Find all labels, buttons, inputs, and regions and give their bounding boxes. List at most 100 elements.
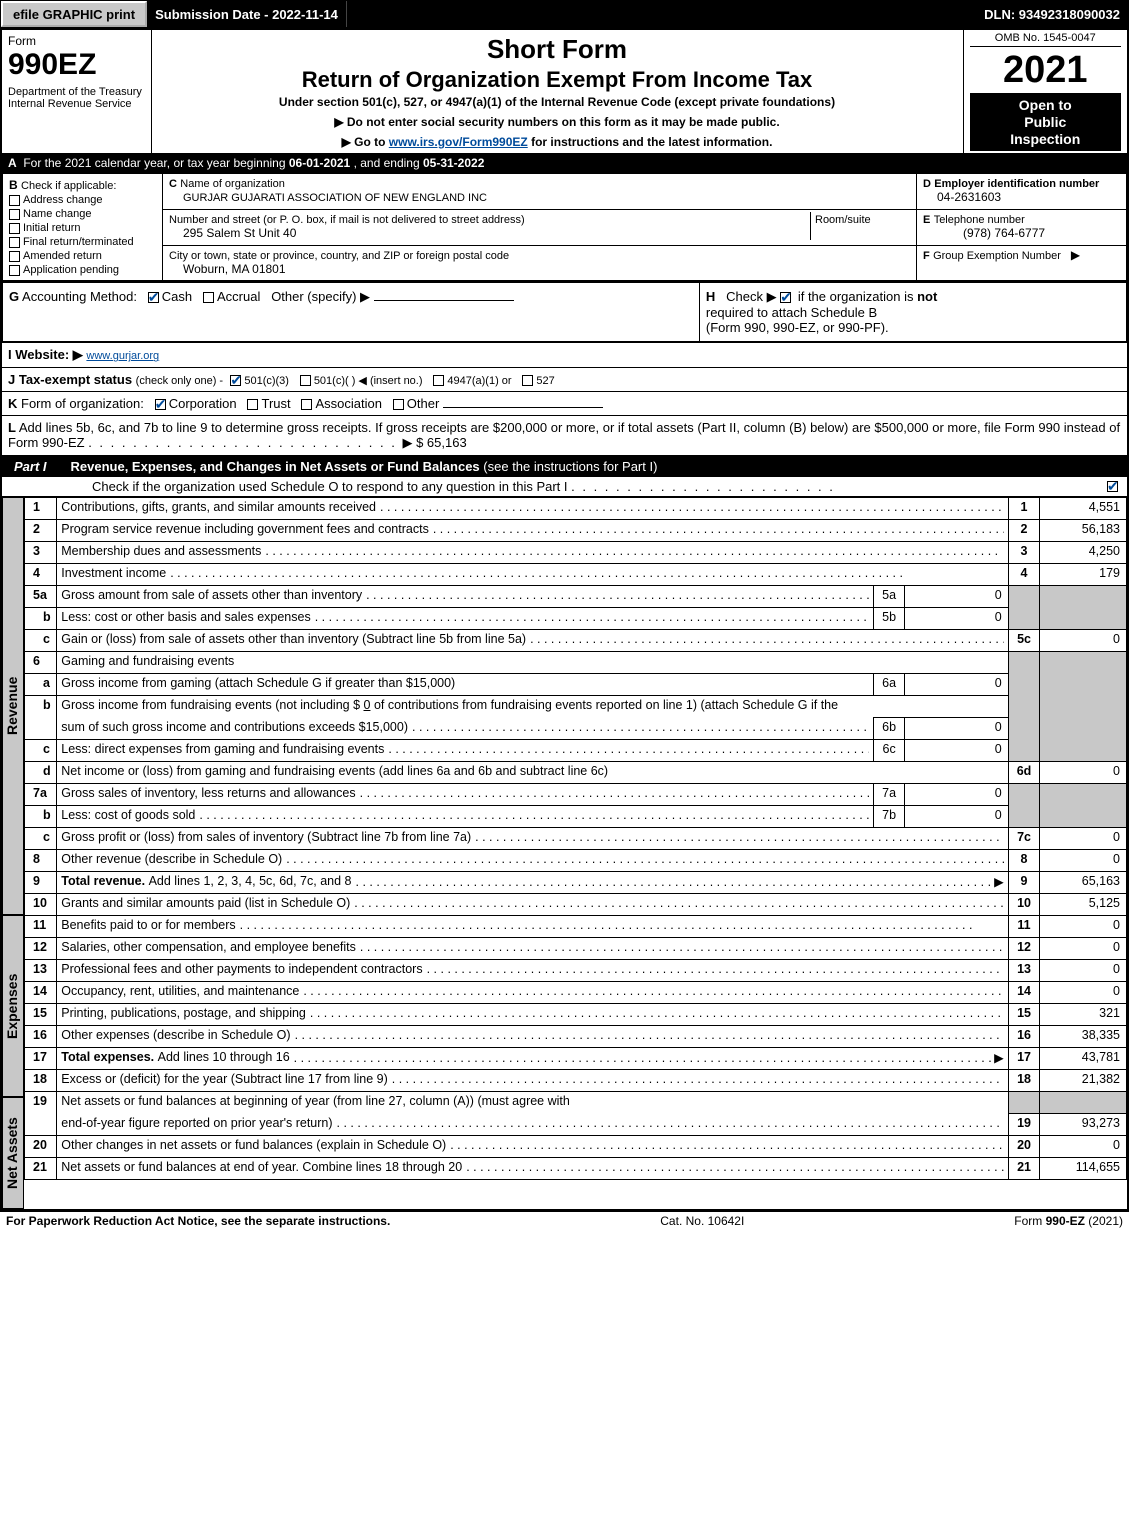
label-l: L [8,420,16,435]
footer-cat-no: Cat. No. 10642I [660,1214,744,1228]
line-13-desc: Professional fees and other payments to … [61,962,422,976]
line-20: 20 Other changes in net assets or fund b… [25,1136,1127,1158]
checkbox-527[interactable] [522,375,533,386]
line-6a-subval: 0 [905,674,1008,696]
checkbox-trust[interactable] [247,399,258,410]
opt-trust: Trust [261,396,290,411]
title-short-form: Short Form [162,34,953,65]
checkbox-other-org[interactable] [393,399,404,410]
line-13-rbox: 13 [1008,960,1040,982]
title-return-exempt: Return of Organization Exempt From Incom… [162,67,953,93]
label-i: I [8,347,12,362]
line-7a-desc: Gross sales of inventory, less returns a… [61,786,355,800]
line-9-desc2: Add lines 1, 2, 3, 4, 5c, 6d, 7c, and 8 [149,874,352,889]
row-j-title: Tax-exempt status [19,372,132,387]
line-6c-desc: Less: direct expenses from gaming and fu… [61,742,384,756]
checkbox-application-pending[interactable] [9,265,20,276]
line-10-rbox: 10 [1008,894,1040,916]
checkbox-address-change[interactable] [9,195,20,206]
line-1-num: 1 [25,498,57,520]
checkbox-amended-return[interactable] [9,251,20,262]
checkbox-501c[interactable] [300,375,311,386]
line-6b-amount: 0 [364,698,371,712]
line-7b-box: 7b [873,806,904,828]
line-6d-rbox: 6d [1008,762,1040,784]
line-21-rbox: 21 [1008,1158,1040,1180]
line-9-desc: Total revenue. [61,874,145,889]
checkbox-initial-return[interactable] [9,223,20,234]
row-g-title: Accounting Method: [22,289,137,304]
line-6b-subval: 0 [905,718,1008,740]
checkbox-501c3[interactable] [230,375,241,386]
box-d-cell: D Employer identification number 04-2631… [917,174,1127,210]
checkbox-4947[interactable] [433,375,444,386]
dept-treasury: Department of the Treasury [8,86,145,98]
efile-print-button[interactable]: efile GRAPHIC print [1,1,147,27]
label-g: G [9,289,19,304]
checkbox-name-change[interactable] [9,209,20,220]
org-info-block: B Check if applicable: Address change Na… [2,173,1127,281]
line-11: 11 Benefits paid to or for members 11 0 [25,916,1127,938]
line-7c: c Gross profit or (loss) from sales of i… [25,828,1127,850]
label-j: J [8,372,15,387]
top-bar: efile GRAPHIC print Submission Date - 20… [0,0,1129,28]
line-21: 21 Net assets or fund balances at end of… [25,1158,1127,1180]
line-7a-box: 7a [873,784,904,806]
line-5b-box: 5b [873,608,904,630]
row-h-text1: Check ▶ [726,289,776,304]
row-l-arrow: ▶ [402,435,412,450]
row-a-pre: For the 2021 calendar year, or tax year … [23,156,289,170]
checkbox-association[interactable] [301,399,312,410]
box-e-title: Telephone number [934,214,1025,226]
checkbox-cash[interactable] [148,292,159,303]
checkbox-schedule-b-not-required[interactable] [780,292,791,303]
header-bullet-1: ▶ Do not enter social security numbers o… [162,115,953,129]
line-19-lower: end-of-year figure reported on prior yea… [25,1114,1127,1136]
checkbox-schedule-o-part-i[interactable] [1107,481,1118,492]
line-21-value: 114,655 [1040,1158,1127,1180]
opt-amended-return: Amended return [23,250,102,262]
opt-cash: Cash [162,289,192,304]
line-6d: d Net income or (loss) from gaming and f… [25,762,1127,784]
box-c-street-title: Number and street (or P. O. box, if mail… [169,214,525,226]
line-6a: a Gross income from gaming (attach Sched… [25,674,1127,696]
line-17-desc2: Add lines 10 through 16 [158,1050,290,1065]
opt-501c: 501(c)( ) ◀ (insert no.) [314,375,423,387]
omb-number: OMB No. 1545-0047 [970,32,1122,47]
website-link[interactable]: www.gurjar.org [86,350,159,362]
other-org-input[interactable] [443,407,603,408]
box-c-street-cell: Number and street (or P. O. box, if mail… [163,210,917,246]
line-7b: b Less: cost of goods sold 7b 0 [25,806,1127,828]
row-a-end-date: 05-31-2022 [423,156,484,170]
line-20-rbox: 20 [1008,1136,1040,1158]
row-h-text4: (Form 990, 990-EZ, or 990-PF). [706,320,889,335]
box-f-title: Group Exemption Number [933,250,1061,262]
line-8-desc: Other revenue (describe in Schedule O) [61,852,282,866]
label-b: B [9,178,18,192]
box-c-name-cell: C Name of organization GURJAR GUJARATI A… [163,174,917,210]
row-a-tax-year: A For the 2021 calendar year, or tax yea… [2,154,1127,172]
line-9: 9 Total revenue. Add lines 1, 2, 3, 4, 5… [25,872,1127,894]
opt-501c3: 501(c)(3) [244,375,289,387]
row-i-cell: I Website: ▶ www.gurjar.org [1,343,1128,368]
row-l-cell: L Add lines 5b, 6c, and 7b to line 9 to … [1,416,1128,456]
instructions-link[interactable]: www.irs.gov/Form990EZ [389,135,528,149]
checkbox-final-return[interactable] [9,237,20,248]
box-f-cell: F Group Exemption Number ▶ [917,245,1127,281]
line-15: 15 Printing, publications, postage, and … [25,1004,1127,1026]
label-h: H [706,289,715,304]
line-5b-desc: Less: cost or other basis and sales expe… [61,610,310,624]
row-j-note: (check only one) - [136,375,223,387]
other-specify-input[interactable] [374,300,514,301]
dln-number: DLN: 93492318090032 [976,1,1128,27]
line-14-value: 0 [1040,982,1127,1004]
irs-label: Internal Revenue Service [8,98,145,110]
line-10: 10 Grants and similar amounts paid (list… [25,894,1127,916]
opt-other-org: Other [407,396,440,411]
form-label: Form [8,34,145,48]
footer-left: For Paperwork Reduction Act Notice, see … [6,1214,390,1228]
part-i-title: Revenue, Expenses, and Changes in Net As… [71,459,480,474]
checkbox-accrual[interactable] [203,292,214,303]
label-k: K [8,396,17,411]
checkbox-corporation[interactable] [155,399,166,410]
